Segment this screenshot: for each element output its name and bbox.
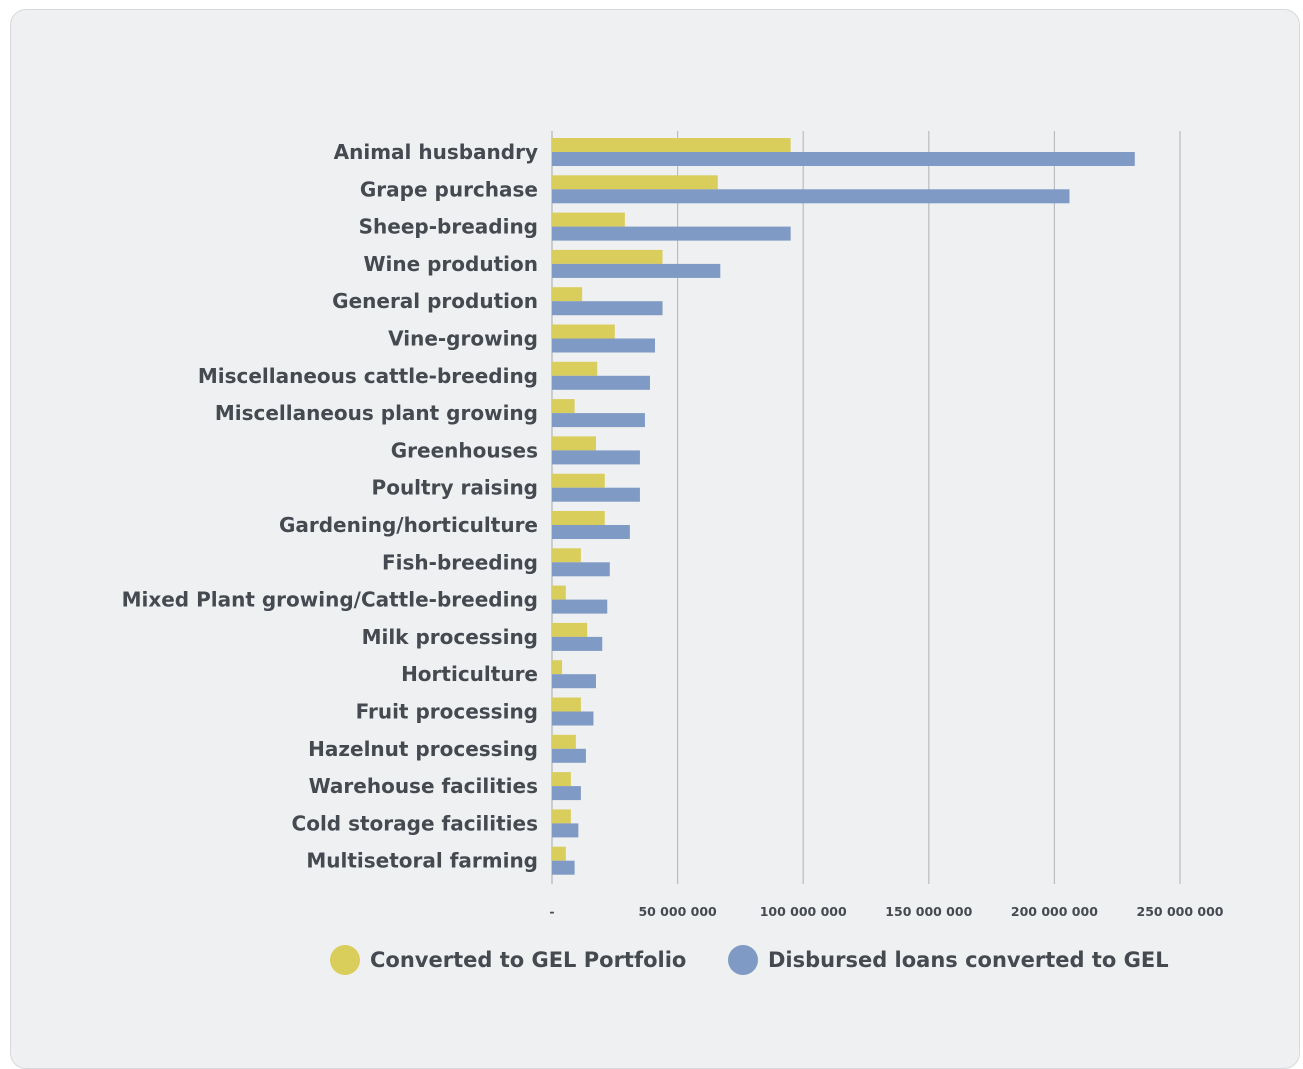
- x-tick-label: 250 000 000: [1137, 904, 1224, 919]
- bar-disbursed: [552, 636, 603, 651]
- x-tick-label: 50 000 000: [638, 904, 717, 919]
- bar-disbursed: [552, 748, 586, 763]
- category-label: Fruit processing: [356, 700, 538, 724]
- bar-portfolio: [552, 287, 583, 302]
- category-label: Wine prodution: [363, 252, 538, 276]
- x-tick-label: 150 000 000: [885, 904, 972, 919]
- category-label: Multisetoral farming: [306, 849, 538, 873]
- bar-portfolio: [552, 772, 571, 787]
- legend-swatch-portfolio: [330, 945, 360, 975]
- category-label: Hazelnut processing: [308, 737, 538, 761]
- bar-disbursed: [552, 562, 610, 577]
- bar-disbursed: [552, 375, 650, 390]
- bar-disbursed: [552, 823, 579, 838]
- category-label: Cold storage facilities: [292, 811, 538, 835]
- bar-chart: Animal husbandry Grape purchase Sheep-brea…: [122, 131, 1224, 919]
- bar-portfolio: [552, 548, 581, 563]
- bar-disbursed: [552, 487, 640, 502]
- bar-portfolio: [552, 436, 596, 451]
- bar-portfolio: [552, 399, 575, 414]
- category-label: Grape purchase: [360, 177, 538, 201]
- category-label: Animal husbandry: [334, 140, 538, 164]
- x-axis-tick-labels: - 50 000 000 100 000 000 150 000 000 200 000…: [549, 904, 1223, 919]
- category-label: Fish-breeding: [382, 550, 538, 574]
- bar-disbursed: [552, 525, 630, 539]
- x-tick-label: 100 000 000: [760, 904, 847, 919]
- x-tick-label: -: [549, 904, 554, 919]
- legend-item-disbursed: Disbursed loans converted to GEL: [728, 940, 1169, 980]
- category-label: Vine-growing: [388, 327, 538, 351]
- bar-portfolio: [552, 622, 588, 637]
- category-label: Milk processing: [362, 625, 538, 649]
- category-label: Miscellaneous plant growing: [215, 401, 538, 425]
- bar-portfolio: [552, 212, 625, 227]
- bar-disbursed: [552, 599, 608, 614]
- bar-disbursed: [552, 338, 655, 353]
- legend-label-portfolio: Converted to GEL Portfolio: [370, 948, 687, 972]
- category-label: General prodution: [332, 289, 538, 313]
- bar-disbursed: [552, 152, 1135, 166]
- bars: [552, 138, 1135, 875]
- bar-portfolio: [552, 660, 563, 675]
- bar-portfolio: [552, 846, 566, 861]
- category-label: Greenhouses: [391, 438, 538, 462]
- legend: Converted to GEL Portfolio Disbursed loa…: [0, 940, 1303, 980]
- bar-disbursed: [552, 189, 1070, 204]
- bar-portfolio: [552, 473, 605, 488]
- legend-swatch-disbursed: [728, 945, 758, 975]
- bar-disbursed: [552, 263, 721, 278]
- bar-portfolio: [552, 511, 605, 525]
- category-labels: Animal husbandry Grape purchase Sheep-brea…: [122, 140, 538, 873]
- bar-disbursed: [552, 860, 575, 875]
- bar-portfolio: [552, 809, 571, 824]
- bar-portfolio: [552, 697, 581, 712]
- bar-portfolio: [552, 361, 598, 376]
- bar-disbursed: [552, 711, 594, 726]
- category-label: Mixed Plant growing/Cattle-breeding: [122, 588, 538, 612]
- category-label: Gardening/horticulture: [279, 513, 538, 537]
- bar-disbursed: [552, 450, 640, 465]
- category-label: Warehouse facilities: [309, 774, 538, 798]
- category-label: Horticulture: [401, 662, 538, 686]
- bar-portfolio: [552, 138, 791, 152]
- bar-disbursed: [552, 674, 596, 689]
- legend-label-disbursed: Disbursed loans converted to GEL: [768, 948, 1169, 972]
- bar-disbursed: [552, 413, 645, 428]
- bar-portfolio: [552, 585, 566, 600]
- category-label: Miscellaneous cattle-breeding: [198, 364, 538, 388]
- bar-disbursed: [552, 226, 791, 241]
- bar-portfolio: [552, 324, 615, 339]
- bar-portfolio: [552, 175, 718, 190]
- bar-disbursed: [552, 786, 581, 801]
- bar-portfolio: [552, 249, 663, 264]
- bar-disbursed: [552, 301, 663, 316]
- bar-portfolio: [552, 734, 576, 749]
- x-tick-label: 200 000 000: [1011, 904, 1098, 919]
- category-label: Poultry raising: [372, 476, 538, 500]
- category-label: Sheep-breading: [359, 215, 538, 239]
- grid-lines: [551, 131, 1181, 884]
- legend-item-portfolio: Converted to GEL Portfolio: [330, 940, 686, 980]
